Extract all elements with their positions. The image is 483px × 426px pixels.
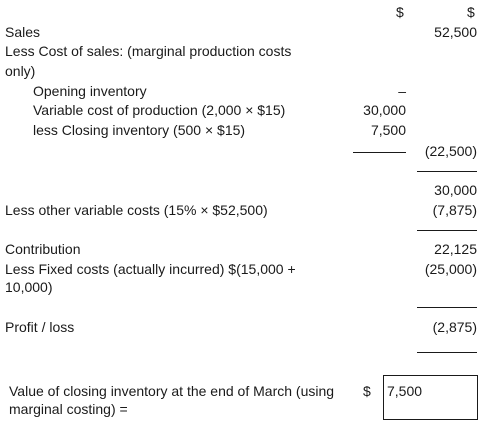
col2-rule bbox=[417, 171, 477, 172]
variable-cost-amount: 30,000 bbox=[363, 102, 406, 118]
sales-label: Sales bbox=[5, 24, 41, 40]
fixed-costs-amount: (25,000) bbox=[424, 261, 477, 277]
contribution-amount: 22,125 bbox=[434, 241, 477, 257]
other-variable-costs-amount: (7,875) bbox=[432, 202, 477, 218]
col2-rule bbox=[417, 230, 477, 231]
currency-symbol: $ bbox=[363, 383, 371, 399]
col1-rule bbox=[353, 152, 406, 153]
closing-inventory-label: less Closing inventory (500 × $15) bbox=[33, 122, 246, 138]
col2-rule bbox=[417, 307, 477, 308]
closing-inventory-amount: 7,500 bbox=[370, 122, 406, 138]
cost-of-sales-label-cont: only) bbox=[5, 63, 36, 79]
answer-value: 7,500 bbox=[387, 383, 423, 399]
fixed-costs-label-cont: 10,000) bbox=[5, 279, 53, 295]
profit-loss-amount: (2,875) bbox=[432, 319, 477, 335]
closing-inventory-value-label: Value of closing inventory at the end of… bbox=[9, 383, 335, 399]
variable-cost-label: Variable cost of production (2,000 × $15… bbox=[33, 102, 286, 118]
contribution-label: Contribution bbox=[5, 241, 81, 257]
col2-rule bbox=[417, 352, 477, 353]
fixed-costs-label: Less Fixed costs (actually incurred) $(1… bbox=[5, 261, 296, 277]
subtotal-amount: 30,000 bbox=[434, 182, 477, 198]
answer-box: 7,500 bbox=[383, 375, 478, 420]
column-header-2: $ bbox=[467, 4, 475, 20]
cost-of-sales-total: (22,500) bbox=[424, 143, 477, 159]
column-header-1: $ bbox=[396, 4, 404, 20]
closing-inventory-value-label-cont: marginal costing) = bbox=[9, 401, 128, 417]
other-variable-costs-label: Less other variable costs (15% × $52,500… bbox=[5, 202, 268, 218]
profit-loss-label: Profit / loss bbox=[5, 319, 75, 335]
sales-amount: 52,500 bbox=[434, 24, 477, 40]
opening-inventory-label: Opening inventory bbox=[33, 83, 147, 99]
opening-inventory-amount: – bbox=[398, 83, 406, 99]
cost-of-sales-label: Less Cost of sales: (marginal production… bbox=[5, 43, 292, 59]
